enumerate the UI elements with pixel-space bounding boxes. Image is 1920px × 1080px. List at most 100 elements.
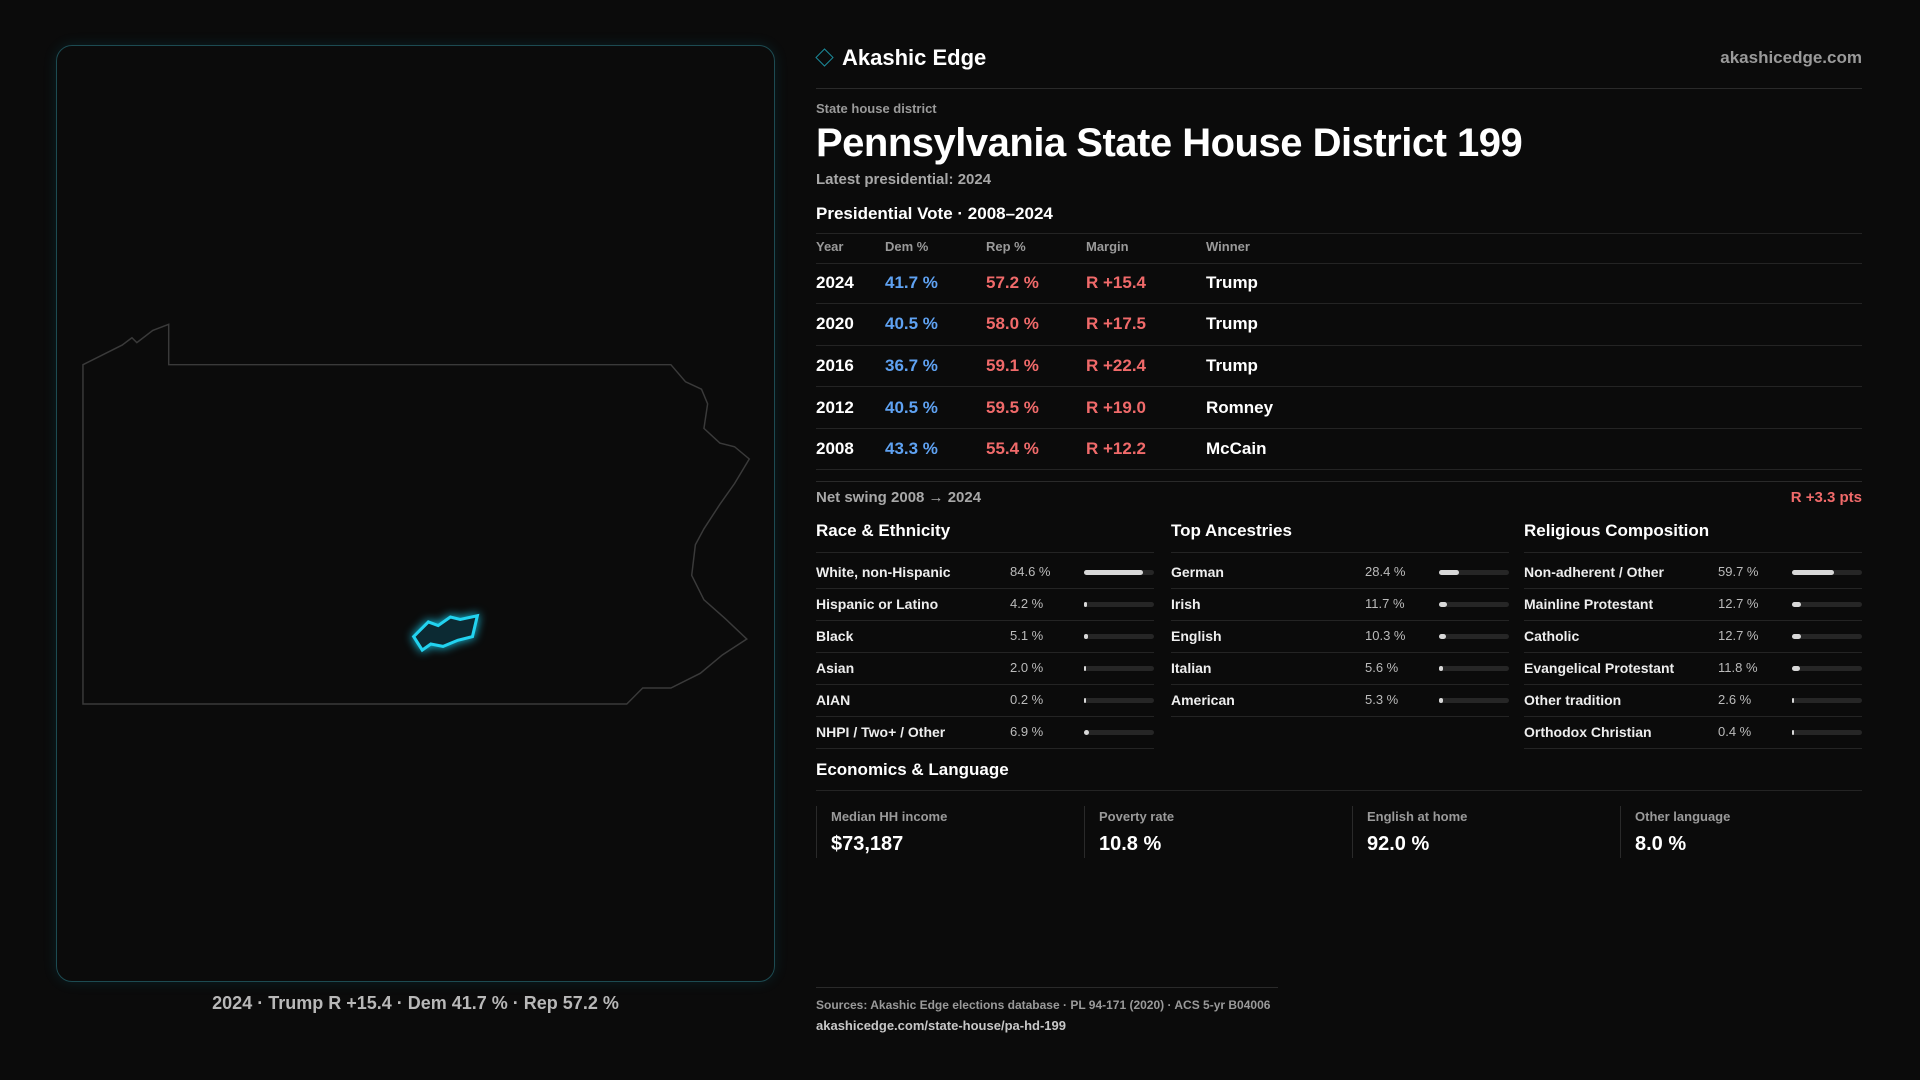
bar <box>1792 697 1794 703</box>
section-title: Presidential Vote · 2008–2024 <box>816 203 1053 223</box>
section-title: Race & Ethnicity <box>816 520 951 540</box>
divider <box>816 748 1154 749</box>
bar <box>1792 665 1801 671</box>
bar <box>1439 665 1443 671</box>
divider <box>816 620 1154 621</box>
item-label: AIAN <box>816 691 851 708</box>
brand: Akashic Edge <box>842 44 987 70</box>
divider <box>816 652 1154 653</box>
divider <box>816 552 1154 553</box>
table-cell: Trump <box>1206 272 1258 292</box>
item-label: Asian <box>816 659 855 676</box>
divider <box>816 790 1862 791</box>
divider <box>816 987 1278 988</box>
divider <box>1171 552 1509 553</box>
item-value: 11.8 % <box>1718 660 1758 676</box>
bar-track <box>1439 569 1509 575</box>
item-label: Mainline Protestant <box>1524 595 1654 612</box>
bar-track <box>1439 601 1509 607</box>
table-cell: 2012 <box>816 397 854 417</box>
item-value: 2.0 % <box>1010 660 1044 676</box>
table-cell: Trump <box>1206 356 1258 375</box>
sources: Sources: Akashic Edge elections database… <box>816 997 1271 1012</box>
table-cell: 55.4 % <box>986 439 1039 459</box>
item-value: 5.1 % <box>1010 628 1044 644</box>
bar-track <box>1792 633 1862 639</box>
divider <box>816 303 1862 304</box>
divider <box>816 233 1862 234</box>
divider <box>1171 652 1509 653</box>
item-label: American <box>1171 691 1235 708</box>
divider <box>1524 552 1862 553</box>
bar-track <box>1084 601 1154 607</box>
bar-track <box>1792 729 1862 735</box>
table-cell: 43.3 % <box>885 439 938 459</box>
divider <box>816 684 1154 685</box>
column-header: Margin <box>1086 239 1129 255</box>
item-label: Hispanic or Latino <box>816 595 939 612</box>
map <box>82 323 751 705</box>
column-header: Dem % <box>885 239 929 255</box>
table-cell: 41.7 % <box>885 272 938 292</box>
kicker: State house district <box>816 101 937 117</box>
item-label: White, non-Hispanic <box>816 563 951 580</box>
brand-icon <box>815 48 834 67</box>
card-value: 8.0 % <box>1635 833 1687 855</box>
card-value: 10.8 % <box>1099 833 1162 855</box>
divider <box>816 344 1862 346</box>
table-cell: 40.5 % <box>885 397 938 417</box>
item-value: 4.2 % <box>1010 596 1044 612</box>
item-label: Catholic <box>1524 627 1580 644</box>
card-border <box>1352 806 1353 858</box>
card-label: Median HH income <box>831 809 948 825</box>
item-label: Irish <box>1171 595 1201 612</box>
section-title: Economics & Language <box>816 759 1009 779</box>
item-label: Black <box>816 627 854 644</box>
item-value: 0.2 % <box>1010 692 1044 708</box>
table-cell: R +22.4 <box>1086 356 1147 375</box>
site: akashicedge.com <box>1720 47 1862 67</box>
table-cell: 40.5 % <box>885 314 938 334</box>
bar-track <box>1084 633 1154 639</box>
divider <box>816 481 1862 482</box>
item-value: 2.6 % <box>1718 692 1752 708</box>
item-label: Non-adherent / Other <box>1524 563 1665 580</box>
table-cell: 58.0 % <box>986 314 1039 334</box>
swing-value: R +3.3 pts <box>1790 489 1862 506</box>
bar-track <box>1439 697 1509 703</box>
bar <box>1084 601 1087 607</box>
card-label: Other language <box>1635 809 1731 825</box>
table-cell: McCain <box>1206 439 1267 459</box>
bar <box>1439 633 1447 639</box>
latest: Latest presidential: 2024 <box>816 171 992 188</box>
divider <box>816 716 1154 717</box>
divider <box>1524 652 1862 653</box>
bar <box>1084 633 1088 639</box>
divider <box>816 88 1862 89</box>
divider <box>1171 716 1509 717</box>
column-header: Rep % <box>986 239 1026 255</box>
bar <box>1792 729 1794 735</box>
bar-track <box>1792 665 1862 671</box>
swing-label: Net swing 2008 → 2024 <box>816 489 982 506</box>
state-outline <box>82 323 751 705</box>
bar-track <box>1084 729 1154 735</box>
bar <box>1439 569 1459 575</box>
item-value: 28.4 % <box>1365 564 1406 580</box>
column-header: Year <box>816 239 844 255</box>
district-title: Pennsylvania State House District 199 <box>816 121 1523 165</box>
card-border <box>816 806 817 858</box>
section-title: Religious Composition <box>1524 520 1710 540</box>
table-cell: 59.1 % <box>986 356 1039 375</box>
divider <box>1524 588 1862 589</box>
item-value: 12.7 % <box>1718 628 1759 644</box>
divider <box>1524 684 1862 685</box>
source-url: akashicedge.com/state-house/pa-hd-199 <box>816 1018 1066 1034</box>
table-cell: 57.2 % <box>986 272 1039 292</box>
table-cell: 36.7 % <box>885 356 938 375</box>
district-shape <box>411 613 480 653</box>
table-cell: Romney <box>1206 397 1274 417</box>
table-cell: R +12.2 <box>1086 439 1147 459</box>
card-label: English at home <box>1367 809 1468 825</box>
